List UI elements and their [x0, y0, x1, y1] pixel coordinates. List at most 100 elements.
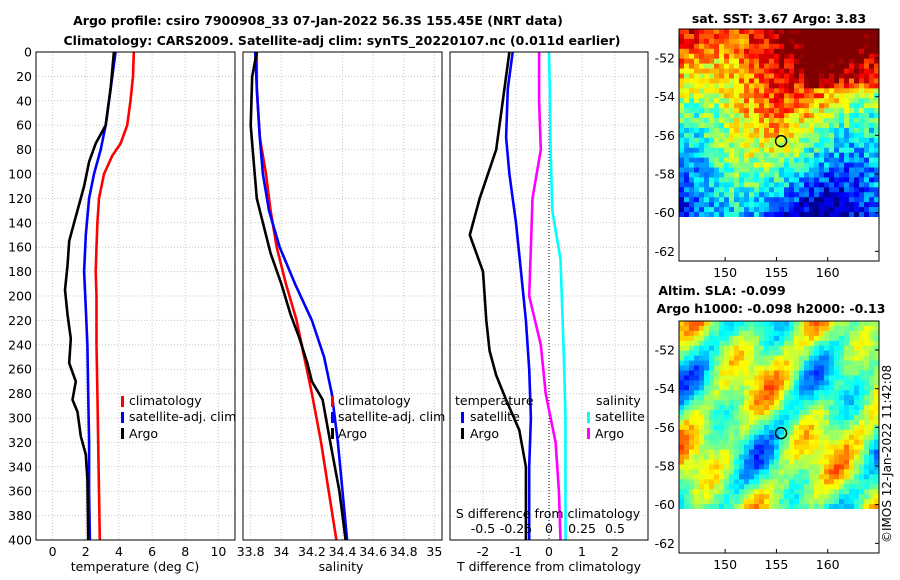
map-cell: [749, 385, 755, 391]
map-cell: [814, 424, 820, 431]
map-cell: [789, 340, 795, 347]
map-cell: [814, 103, 820, 109]
map-cell: [849, 385, 855, 391]
map-cell: [714, 127, 720, 134]
map-cell: [689, 108, 695, 114]
map-cell: [789, 43, 795, 50]
map-cell: [869, 78, 875, 84]
map-cell: [764, 385, 770, 391]
map-cell: [714, 93, 720, 99]
map-cell: [844, 167, 850, 173]
map-cell: [764, 113, 770, 119]
map-cell: [849, 93, 855, 99]
map-cell: [714, 53, 720, 59]
map-cell: [684, 113, 690, 119]
map-cell: [779, 385, 785, 391]
map-cell: [774, 83, 780, 89]
map-cell: [769, 162, 775, 168]
map-cell: [799, 375, 805, 381]
map-cell: [824, 132, 830, 139]
map-cell: [829, 58, 835, 64]
map-cell: [804, 350, 810, 356]
map-cell: [789, 345, 795, 351]
map-cell: [839, 48, 845, 55]
map-cell: [834, 459, 840, 465]
map-cell: [709, 444, 715, 450]
map-cell: [854, 182, 860, 188]
map-cell: [754, 118, 760, 124]
map-cell: [684, 380, 690, 386]
map-cell: [859, 355, 865, 361]
map-cell: [854, 464, 860, 470]
map-cell: [819, 172, 825, 178]
map-cell: [794, 449, 800, 455]
map-cell: [804, 108, 810, 114]
map-cell: [744, 38, 750, 45]
map-cell: [809, 464, 815, 470]
map-cell: [854, 33, 860, 40]
map-cell: [809, 88, 815, 94]
map-cell: [869, 345, 875, 351]
map-cell: [744, 88, 750, 94]
map-cell: [744, 464, 750, 470]
map-cell: [724, 444, 730, 450]
map-cell: [874, 360, 879, 366]
map-cell: [719, 380, 725, 386]
map-cell: [744, 197, 750, 203]
map-cell: [779, 330, 785, 337]
map-cell: [764, 400, 770, 406]
map-cell: [724, 321, 730, 327]
map-cell: [789, 68, 795, 74]
map-cell: [794, 464, 800, 470]
map-cell: [804, 419, 810, 426]
map-cell: [719, 484, 725, 490]
map-cell: [789, 449, 795, 455]
map-cell: [824, 424, 830, 431]
map-cell: [699, 78, 705, 84]
map-cell: [804, 474, 810, 480]
map-cell: [839, 132, 845, 139]
map-cell: [774, 469, 780, 475]
map-cell: [754, 350, 760, 356]
map-cell: [734, 78, 740, 84]
map-cell: [859, 484, 865, 490]
map-cell: [809, 489, 815, 495]
map-cell: [699, 68, 705, 74]
map-cell: [744, 474, 750, 480]
map-cell: [849, 207, 855, 213]
map-cell: [819, 340, 825, 347]
map-cell: [829, 330, 835, 337]
map-cell: [709, 449, 715, 455]
map-cell: [794, 350, 800, 356]
map-cell: [829, 400, 835, 406]
map-cell: [874, 434, 879, 441]
map-cell: [689, 73, 695, 79]
map-cell: [849, 494, 855, 500]
map-cell: [844, 212, 850, 217]
sst-map-title: sat. SST: 3.67 Argo: 3.83: [692, 11, 866, 26]
map-cell: [714, 499, 720, 505]
map-cell: [809, 127, 815, 134]
map-cell: [819, 474, 825, 480]
map-cell: [759, 340, 765, 347]
map-cell: [764, 380, 770, 386]
map-cell: [734, 152, 740, 158]
map-cell: [724, 88, 730, 94]
map-cell: [834, 429, 840, 436]
map-cell: [799, 479, 805, 485]
map-cell: [684, 489, 690, 495]
salt-xtick-label: 34.8: [390, 544, 418, 559]
map-cell: [769, 419, 775, 426]
map-cell: [854, 58, 860, 64]
map-cell: [709, 73, 715, 79]
map-cell: [859, 63, 865, 69]
map-cell: [799, 83, 805, 89]
map-cell: [839, 439, 845, 445]
map-cell: [679, 325, 685, 332]
map-cell: [779, 53, 785, 59]
map-cell: [874, 88, 879, 94]
map-cell: [824, 345, 830, 351]
map-cell: [774, 494, 780, 500]
map-cell: [679, 212, 685, 217]
